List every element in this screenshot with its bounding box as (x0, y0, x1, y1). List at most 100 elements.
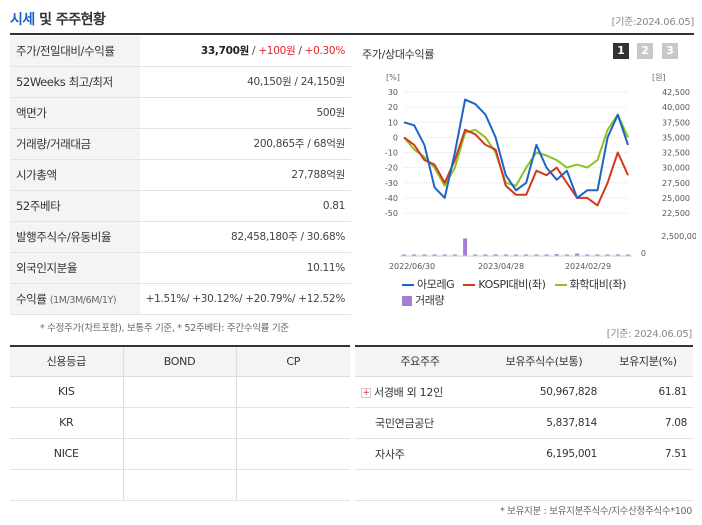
stats-label: 거래량/거래대금 (10, 129, 140, 159)
bond-cell (122, 469, 236, 501)
volume-bar (585, 254, 590, 256)
legend-swatch (463, 284, 476, 286)
cp-cell (235, 407, 350, 439)
y-right-tick-label: 35,000 (662, 133, 690, 142)
stats-value: 40,150원 / 24,150원 (247, 76, 345, 88)
returns-label: 수익률 (16, 292, 47, 306)
cp-cell (235, 438, 350, 470)
chart-page-1-button[interactable]: 1 (613, 43, 629, 59)
series-lines (403, 98, 629, 207)
legend-label: 아모레G (417, 278, 455, 291)
change-value: +100원 (258, 45, 296, 57)
stats-label: 52주베타 (10, 191, 140, 221)
stats-footnote: * 수정주가(차트포함), 보통주 기준, * 52주베타: 주간수익률 기준 (40, 323, 289, 334)
stats-label: 발행주식수/유동비율 (10, 222, 140, 252)
y-right-tick-label: 30,000 (662, 164, 690, 173)
volume-bar (503, 254, 508, 256)
chart-page-3-button[interactable]: 3 (662, 43, 678, 59)
legend-swatch (402, 284, 414, 286)
credit-rating-table: 신용등급 BOND CP KIS KR NICE (10, 345, 350, 501)
cp-cell (235, 376, 350, 408)
chart-legend-row2: 거래량 (402, 292, 445, 308)
major-holders-table: 주요주주 보유주식수(보통) 보유지분(%) + 서경배 외 12인 50,967… (355, 345, 693, 501)
volume-bar (544, 254, 549, 256)
y-right-tick-label: 25,000 (662, 194, 690, 203)
expand-icon[interactable]: + (361, 387, 371, 398)
y-volume-tick-label: 0 (641, 249, 646, 258)
volume-bar (422, 254, 427, 256)
y-right-tick-label: 27,500 (662, 179, 690, 188)
x-tick-label: 2023/04/28 (478, 262, 524, 271)
chart-legend-row1: 아모레G KOSPI대비(좌) 화학대비(좌) (402, 276, 626, 292)
table-row: 자사주 6,195,001 7.51 (355, 438, 693, 470)
y-right-tick-label: 32,500 (662, 149, 690, 158)
volume-bar (514, 254, 518, 256)
stats-value: 82,458,180주 / 30.68% (230, 231, 345, 243)
x-tick-label: 2024/02/29 (565, 262, 611, 271)
table-row (355, 469, 693, 501)
volume-bar (402, 254, 406, 256)
credit-header-bond: BOND (122, 345, 236, 377)
bond-cell (122, 438, 236, 470)
legend-item-chem[interactable]: 화학대비(좌) (554, 278, 626, 291)
volume-bar (626, 254, 630, 256)
stats-value: 0.81 (322, 200, 345, 212)
holder-name-cell: + 서경배 외 12인 (355, 376, 485, 408)
y-left-tick-label: -40 (385, 194, 398, 203)
stats-row-foreign: 외국인지분율 10.11% (10, 253, 351, 284)
shares-cell: 5,837,814 (485, 407, 603, 439)
y-right-tick-label: 37,500 (662, 118, 690, 127)
stats-row-market-cap: 시가총액 27,788억원 (10, 160, 351, 191)
volume-bar (575, 253, 580, 256)
legend-swatch (554, 284, 567, 286)
stats-value: 200,865주 / 68억원 (253, 138, 346, 150)
reference-date: [기준:2024.06.05] (611, 17, 695, 28)
legend-label: KOSPI대비(좌) (478, 278, 546, 291)
agency-cell: NICE (10, 438, 123, 470)
left-axis-ticks: 30 20 10 0 -10 -20 -30 -40 -50 (385, 88, 398, 218)
y-volume-tick-label: 2,500,000 (661, 232, 696, 241)
cp-cell (235, 469, 350, 501)
chart-title: 주가/상대수익률 (362, 48, 435, 61)
rate-value: +0.30% (304, 45, 346, 57)
y-left-tick-label: -50 (385, 209, 398, 218)
stats-label: 액면가 (10, 98, 140, 128)
y-left-tick-label: 0 (393, 133, 398, 142)
y-left-tick-label: -20 (385, 164, 398, 173)
stats-value: 27,788억원 (291, 169, 345, 181)
stats-value: 33,700원 / +100원 / +0.30% (201, 36, 345, 66)
volume-bar (524, 254, 529, 256)
stats-row-52weeks: 52Weeks 최고/최저 40,150원 / 24,150원 (10, 67, 351, 98)
stats-row-price: 주가/전일대비/수익률 33,700원 / +100원 / +0.30% (10, 36, 351, 67)
stats-row-par-value: 액면가 500원 (10, 98, 351, 129)
chart-page-2-button[interactable]: 2 (637, 43, 653, 59)
stats-value: +1.51%/ +30.12%/ +20.79%/ +12.52% (145, 293, 346, 305)
volume-bar (432, 254, 437, 256)
y-right-tick-label: 40,000 (662, 103, 690, 112)
legend-item-amoreg[interactable]: 아모레G (402, 278, 455, 291)
price-value: 33,700원 (200, 45, 249, 57)
legend-item-kospi[interactable]: KOSPI대비(좌) (463, 278, 546, 291)
stats-row-volume: 거래량/거래대금 200,865주 / 68억원 (10, 129, 351, 160)
x-axis-ticks: 2022/06/30 2023/04/28 2024/02/29 (389, 262, 611, 271)
volume-bar (483, 254, 488, 256)
right-axis-ticks: 42,500 40,000 37,500 35,000 32,500 30,000 27,5… (641, 88, 696, 258)
volume-bar (564, 254, 569, 256)
shares-cell: 6,195,001 (485, 438, 603, 470)
agency-cell: KIS (10, 376, 123, 408)
holder-name-cell (355, 469, 485, 501)
pct-cell: 61.81 (603, 376, 693, 408)
table-row: NICE (10, 438, 350, 470)
holders-reference-date: [기준: 2024.06.05] (606, 329, 693, 340)
legend-item-volume[interactable]: 거래량 (402, 294, 445, 307)
volume-bar (452, 254, 457, 256)
right-unit: [원] (652, 73, 666, 82)
legend-swatch (402, 296, 412, 306)
holders-header-pct: 보유지분(%) (603, 345, 693, 377)
holder-name-cell: 국민연금공단 (355, 407, 485, 439)
series-line-1 (403, 98, 629, 199)
stats-row-shares: 발행주식수/유동비율 82,458,180주 / 30.68% (10, 222, 351, 253)
separator: / (248, 45, 259, 57)
stats-value: 10.11% (306, 262, 346, 274)
volume-bar (473, 254, 478, 256)
